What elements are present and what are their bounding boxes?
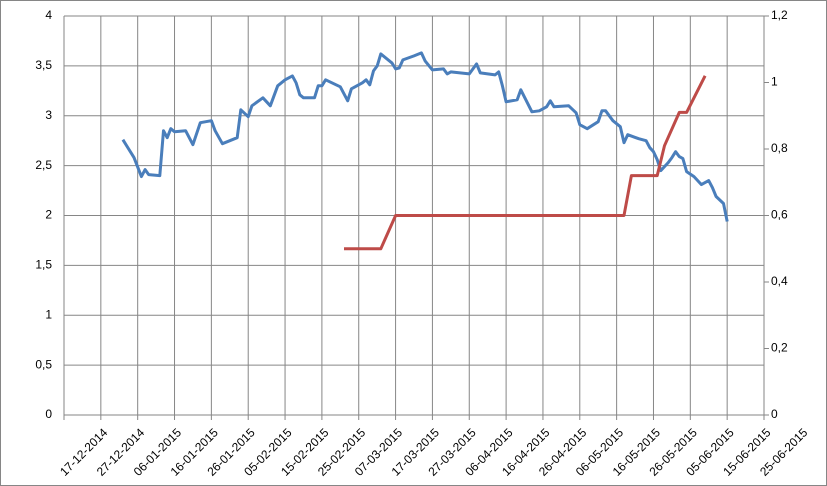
y2-tick-label: 0,2 — [771, 341, 788, 355]
y2-tick-label: 1 — [771, 75, 778, 89]
y2-tick-label: 1,2 — [771, 8, 788, 22]
y-tick-label: 1 — [45, 307, 52, 321]
y-tick-label: 0,5 — [35, 357, 52, 371]
y-tick-label: 0 — [45, 407, 52, 421]
y-tick-label: 3 — [45, 108, 52, 122]
y-tick-label: 4 — [45, 8, 52, 22]
y-tick-label: 2 — [45, 208, 52, 222]
series-line — [344, 75, 707, 251]
y-tick-label: 1,5 — [35, 258, 52, 272]
y2-tick-label: 0 — [771, 407, 778, 421]
y2-tick-label: 0,8 — [771, 141, 788, 155]
y2-tick-label: 0,6 — [771, 208, 788, 222]
y-tick-label: 3,5 — [35, 58, 52, 72]
y2-tick-label: 0,4 — [771, 274, 788, 288]
series-line — [121, 51, 729, 222]
y-tick-label: 2,5 — [35, 158, 52, 172]
